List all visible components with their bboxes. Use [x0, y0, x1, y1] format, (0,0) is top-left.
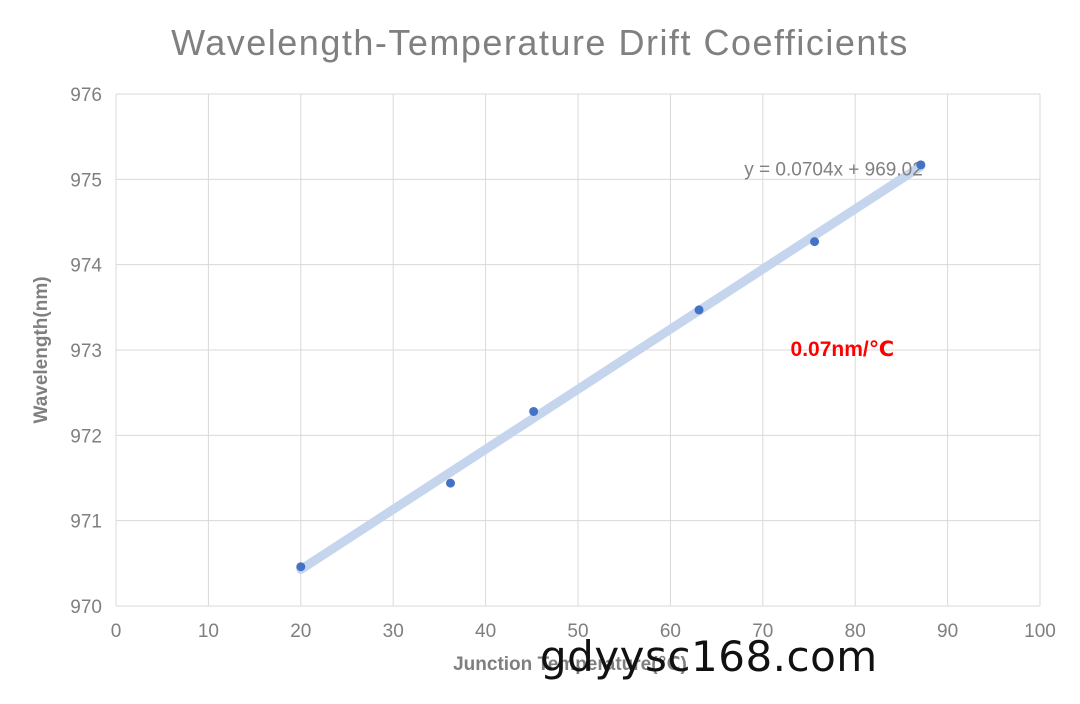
x-tick-label: 20 [290, 621, 311, 642]
chart-title: Wavelength-Temperature Drift Coefficient… [171, 22, 909, 63]
y-tick-label: 971 [70, 512, 102, 533]
x-tick-label: 50 [567, 621, 588, 642]
watermark-text: gdyysc168.com [540, 632, 878, 681]
y-tick-label: 973 [70, 341, 102, 362]
y-tick-label: 976 [70, 85, 102, 106]
x-tick-label: 30 [383, 621, 404, 642]
labels: Wavelength-Temperature Drift Coefficient… [31, 22, 909, 675]
data-point [810, 237, 820, 247]
trendline [296, 161, 926, 574]
x-tick-label: 70 [752, 621, 773, 642]
data-point [529, 406, 539, 416]
y-tick-label: 975 [70, 170, 102, 191]
y-axis-title: Wavelength(nm) [31, 276, 52, 423]
x-tick-label: 40 [475, 621, 496, 642]
data-point [916, 160, 926, 170]
axes: 0 10 20 30 40 50 60 70 80 90 100 970 971 972 973 974 975… [70, 85, 1056, 642]
x-tick-label: 60 [660, 621, 681, 642]
x-tick-label: 0 [111, 621, 122, 642]
data-point [445, 478, 455, 488]
data-point [694, 305, 704, 315]
y-tick-label: 974 [70, 256, 102, 277]
grid [115, 93, 1041, 607]
data-point [296, 562, 306, 572]
x-tick-label: 90 [937, 621, 958, 642]
slope-annotation: 0.07nm/℃ [791, 338, 895, 361]
x-tick-label: 10 [198, 621, 219, 642]
y-tick-label: 972 [70, 426, 102, 447]
y-tick-label: 970 [70, 597, 102, 618]
data-points [296, 160, 926, 572]
x-tick-label: 100 [1024, 621, 1056, 642]
trendline-equation-label: y = 0.0704x + 969.02 [744, 159, 923, 180]
trendline-group: y = 0.0704x + 969.02 [296, 159, 926, 574]
x-tick-label: 80 [845, 621, 866, 642]
x-axis-title: Junction Temperature(℃) [453, 654, 687, 675]
